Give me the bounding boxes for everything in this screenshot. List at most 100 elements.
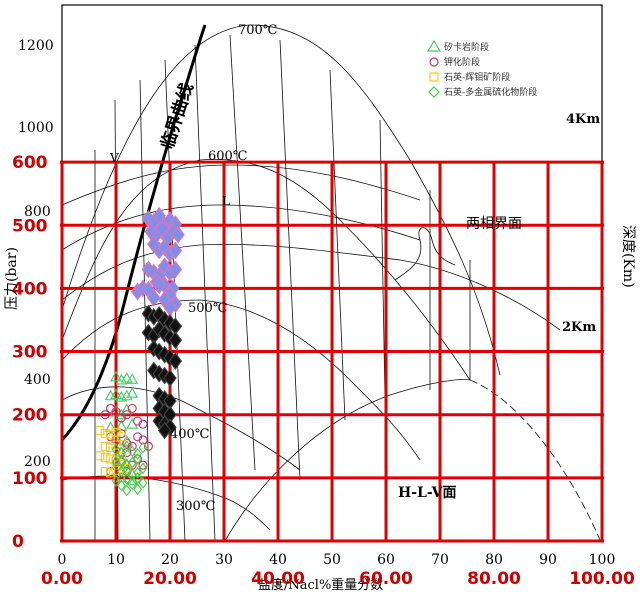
vapor-label: V bbox=[109, 151, 119, 165]
point-5-30 bbox=[157, 421, 172, 440]
red-x-tick-100.00: 100.00 bbox=[569, 569, 635, 589]
point-4-31 bbox=[147, 288, 161, 307]
point-3-3 bbox=[127, 445, 137, 458]
point-1-23 bbox=[138, 460, 148, 470]
legend-marker-triangle bbox=[426, 39, 442, 52]
x-tick-20: 20 bbox=[161, 552, 179, 568]
point-2-5 bbox=[100, 441, 110, 451]
point-3-17 bbox=[122, 473, 132, 486]
isotherm-label-600: 600℃ bbox=[208, 149, 247, 164]
y-axis-label-left: 压力(bar) bbox=[4, 247, 20, 310]
x-ticks: 0 10 20 30 40 50 60 70 80 90 100 0.00 20.00 40.00 60.0… bbox=[41, 552, 635, 589]
x-tick-90: 90 bbox=[539, 552, 557, 568]
left-tick-200: 200 bbox=[24, 454, 51, 470]
point-2-14 bbox=[106, 468, 116, 478]
legend-item-quartz-molybdenite: 石英-辉钼矿阶段 bbox=[429, 71, 510, 83]
point-2-2 bbox=[106, 430, 116, 440]
x-tick-50: 50 bbox=[323, 552, 341, 568]
point-2-0 bbox=[95, 425, 105, 436]
point-3-16 bbox=[111, 475, 121, 487]
point-0-0 bbox=[110, 370, 122, 382]
depth-label-2km: 2Km bbox=[562, 320, 596, 335]
point-3-15 bbox=[138, 462, 148, 475]
red-y-tick-100: 100 bbox=[12, 469, 48, 489]
depth-label-4km: 4Km bbox=[566, 112, 600, 127]
point-4-22 bbox=[168, 260, 183, 279]
point-3-9 bbox=[127, 456, 137, 469]
legend-marker-diamond bbox=[428, 86, 440, 98]
isotherm-label-400: 400℃ bbox=[170, 427, 209, 442]
x-tick-10: 10 bbox=[107, 552, 125, 568]
isotherm-label-500: 500℃ bbox=[188, 301, 227, 316]
red-y-tick-500: 500 bbox=[12, 216, 48, 236]
x-tick-100: 100 bbox=[589, 552, 616, 568]
data-markers bbox=[95, 206, 185, 497]
left-tick-400: 400 bbox=[24, 372, 51, 388]
point-1-14 bbox=[138, 435, 148, 445]
point-2-9 bbox=[100, 453, 110, 463]
point-2-8 bbox=[95, 451, 105, 461]
legend-item-quartz-polymetallic: 石英-多金属硫化物阶段 bbox=[428, 86, 537, 98]
point-2-12 bbox=[116, 451, 126, 461]
point-1-15 bbox=[143, 441, 153, 451]
point-0-7 bbox=[120, 389, 133, 401]
isotherm-label-700: 700℃ bbox=[238, 23, 277, 38]
critical-curve-label: 临界曲线 bbox=[157, 80, 198, 151]
x-axis-label: 盐度/Nacl%重量分数 bbox=[258, 577, 383, 593]
red-x-tick-0.00: 0.00 bbox=[41, 569, 83, 589]
point-3-22 bbox=[122, 484, 132, 497]
point-2-6 bbox=[106, 442, 116, 453]
point-1-0 bbox=[100, 410, 110, 420]
legend-marker-square bbox=[429, 72, 439, 82]
legend-label-quartz-molybdenite: 石英-辉钼矿阶段 bbox=[444, 71, 510, 83]
point-0-14 bbox=[126, 418, 139, 429]
left-tick-800: 800 bbox=[24, 204, 51, 220]
point-0-3 bbox=[126, 373, 139, 384]
point-5-20 bbox=[163, 369, 177, 387]
point-3-4 bbox=[133, 447, 143, 460]
legend-item-skarn: 矽卡岩阶段 bbox=[426, 39, 489, 53]
point-1-4 bbox=[122, 410, 132, 420]
point-3-21 bbox=[138, 476, 148, 489]
point-3-7 bbox=[116, 454, 126, 467]
point-1-11 bbox=[122, 438, 132, 448]
point-0-1 bbox=[115, 373, 128, 385]
point-4-29 bbox=[152, 276, 166, 295]
point-1-2 bbox=[111, 406, 121, 417]
point-3-12 bbox=[122, 464, 132, 477]
x-tick-40: 40 bbox=[269, 552, 287, 568]
point-3-5 bbox=[138, 441, 148, 454]
legend-label-potassic: 钾化阶段 bbox=[444, 56, 480, 68]
point-1-3 bbox=[116, 413, 126, 423]
left-tick-1200: 1200 bbox=[18, 38, 54, 54]
red-y-tick-300: 300 bbox=[12, 343, 48, 363]
point-2-4 bbox=[116, 432, 126, 442]
point-3-19 bbox=[116, 479, 126, 492]
red-x-tick-40.00: 40.00 bbox=[251, 569, 305, 589]
point-0-11 bbox=[120, 403, 133, 415]
point-2-1 bbox=[100, 429, 110, 439]
red-y-tick-600: 600 bbox=[12, 153, 48, 173]
point-1-1 bbox=[106, 403, 116, 413]
point-1-12 bbox=[127, 441, 137, 451]
point-1-7 bbox=[138, 419, 148, 429]
x-tick-80: 80 bbox=[485, 552, 503, 568]
point-5-16 bbox=[168, 352, 183, 370]
red-x-tick-60.00: 60.00 bbox=[359, 569, 413, 589]
point-3-14 bbox=[133, 466, 143, 479]
point-2-13 bbox=[100, 466, 110, 477]
point-3-0 bbox=[111, 443, 121, 456]
legend-marker-circle bbox=[429, 57, 439, 67]
point-3-10 bbox=[133, 452, 143, 465]
point-0-8 bbox=[126, 387, 139, 398]
point-3-23 bbox=[133, 483, 143, 496]
point-4-16 bbox=[168, 241, 183, 260]
point-3-18 bbox=[133, 471, 143, 484]
legend-item-potassic: 钾化阶段 bbox=[429, 56, 480, 68]
y-axis-label-right: 深度(Km) bbox=[620, 225, 636, 288]
point-1-5 bbox=[127, 403, 137, 413]
x-tick-60: 60 bbox=[377, 552, 395, 568]
point-3-20 bbox=[127, 478, 137, 491]
